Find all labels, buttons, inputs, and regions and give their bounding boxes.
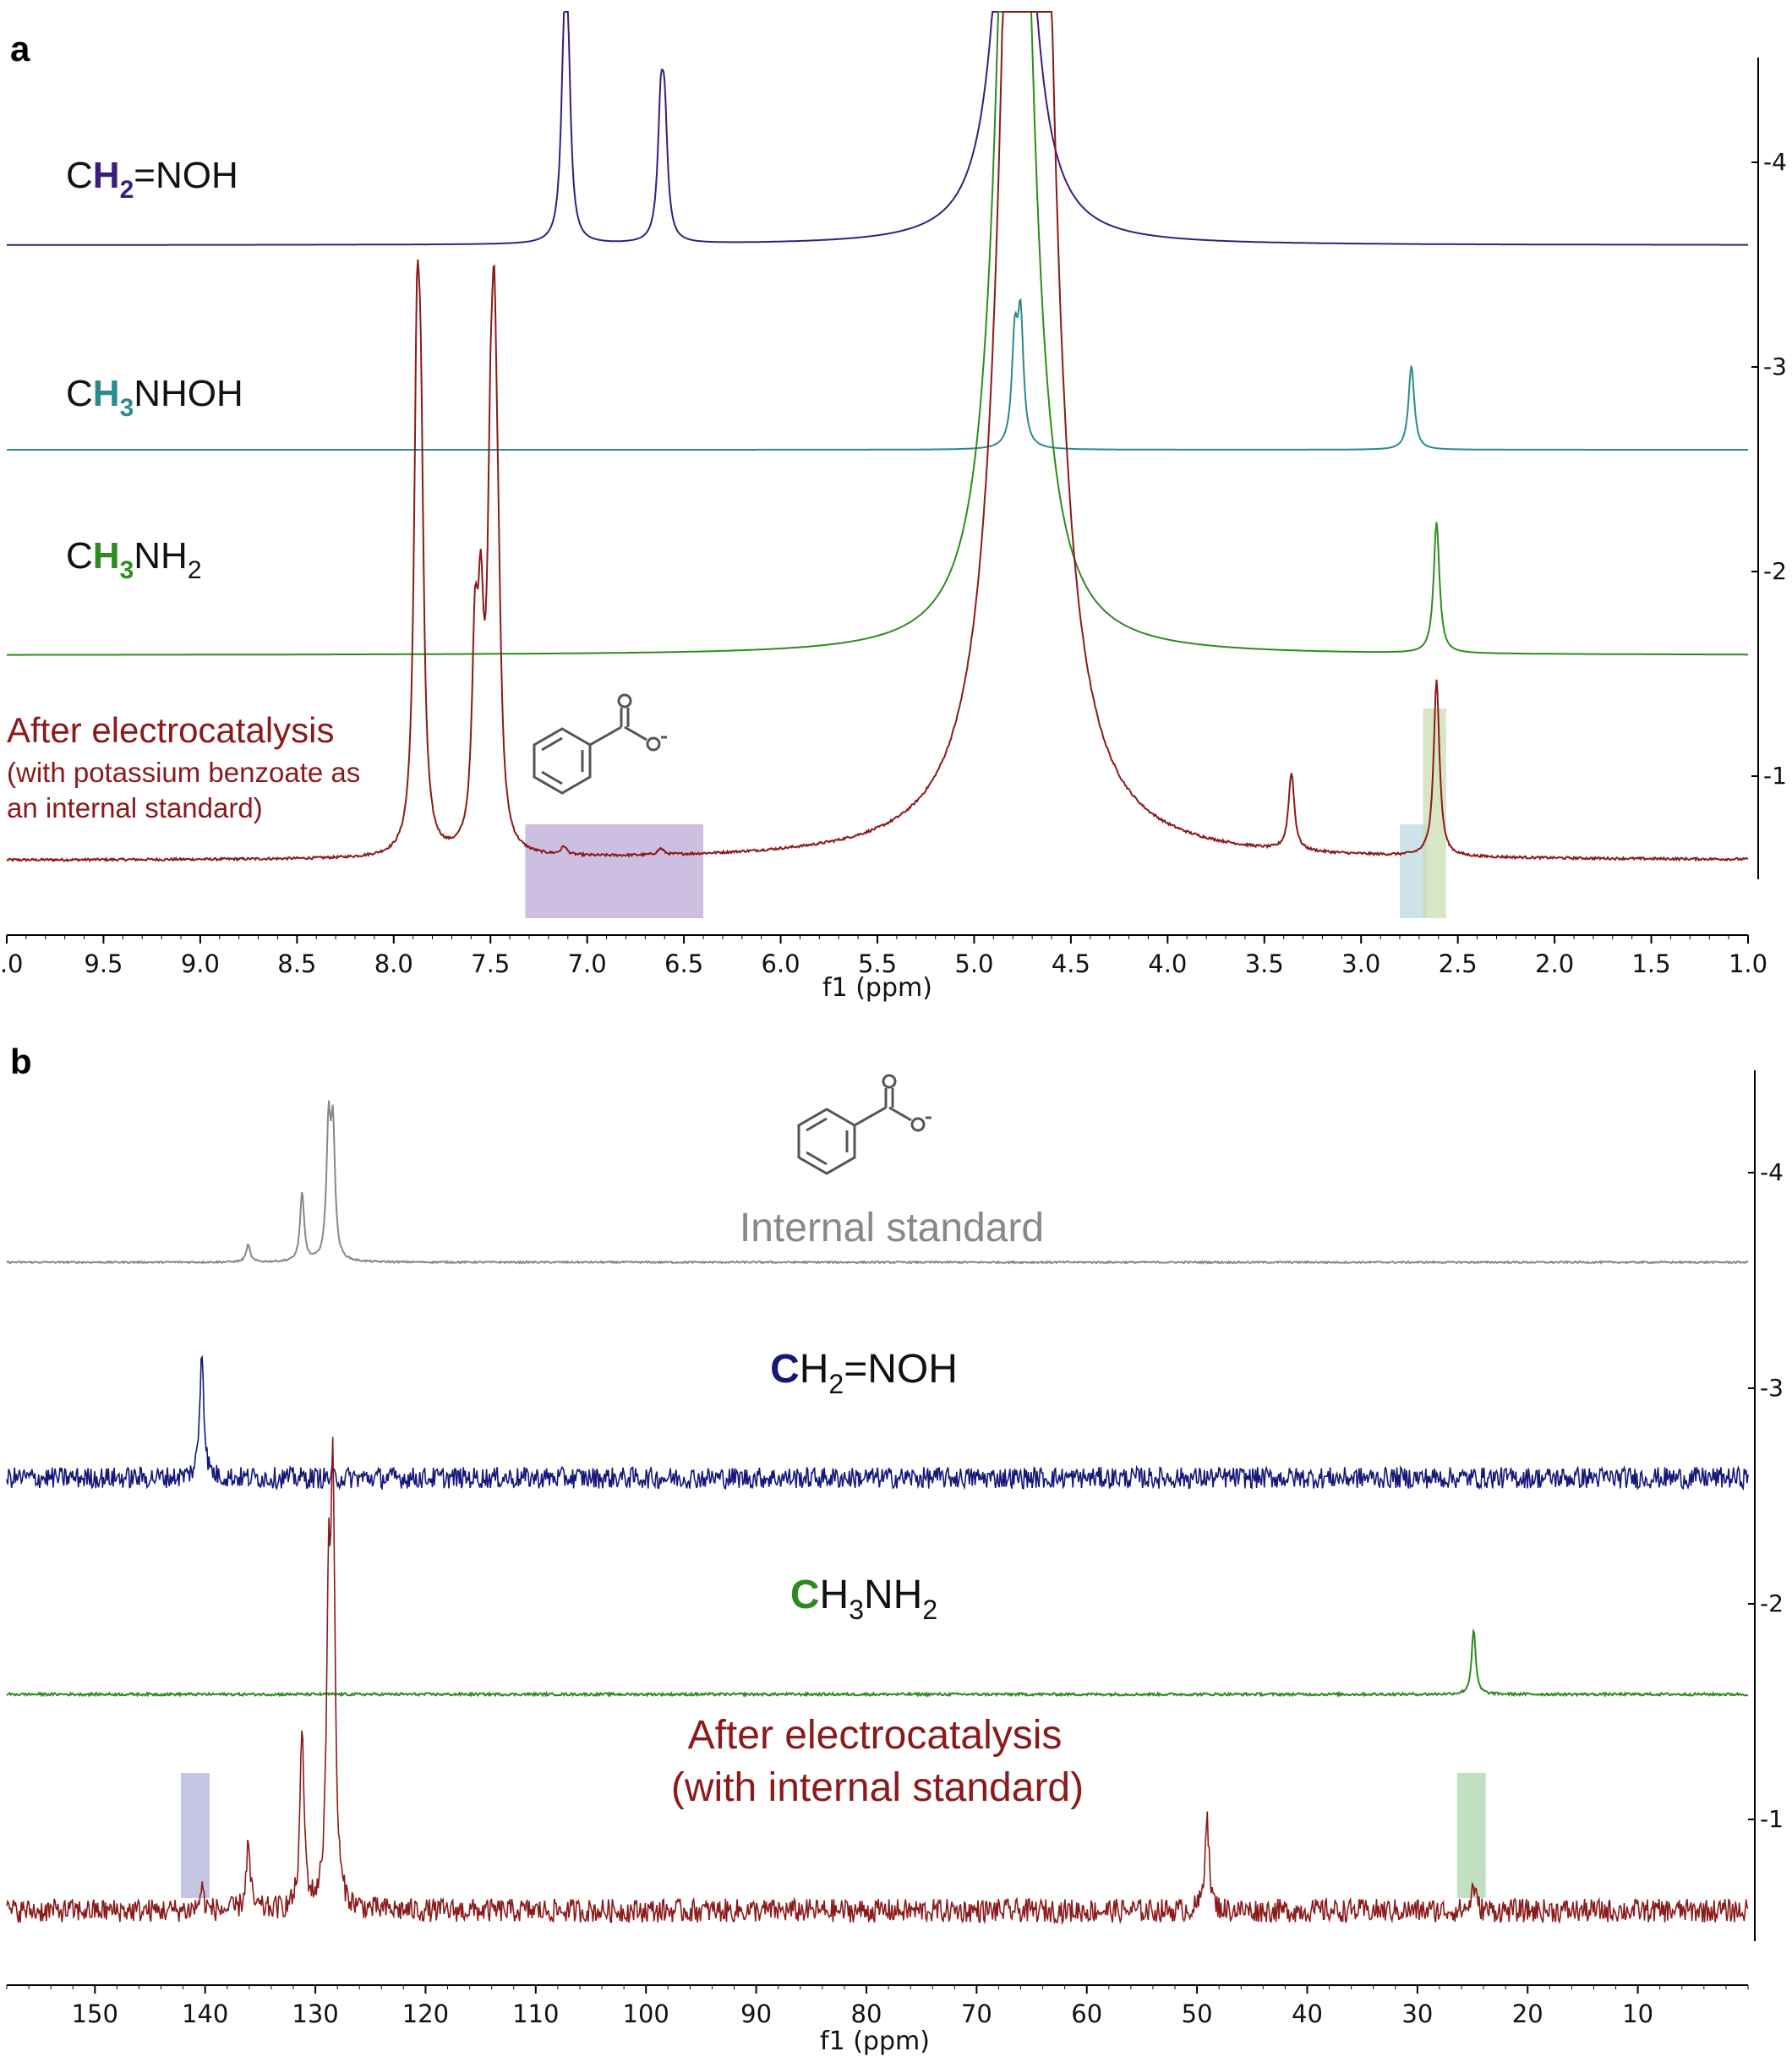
x-tick-label: 1.5	[1631, 949, 1670, 978]
x-tick-label: 8.5	[277, 949, 316, 978]
label-ch3nh2-b: CH3NH2	[790, 1573, 937, 1625]
label-internal-standard-b: Internal standard	[740, 1206, 1044, 1250]
x-tick-label: 8.0	[374, 949, 413, 978]
spectrum-trace	[7, 11, 1748, 656]
y-tick-label: -2	[1760, 1589, 1784, 1617]
x-tick-label: 2.0	[1535, 949, 1574, 978]
label-after-electrocatalysis-a: After electrocatalysis	[7, 710, 334, 750]
x-tick-label: 2.5	[1439, 949, 1478, 978]
label-after-electrocatalysis-a-line3: an internal standard)	[7, 792, 263, 823]
y-tick-label: -3	[1760, 1374, 1784, 1402]
x-tick-label: 9.5	[84, 949, 123, 978]
x-tick-label: 3.0	[1341, 949, 1380, 978]
label-after-electrocatalysis-a-line2: (with potassium benzoate as	[7, 757, 360, 788]
label-ch2noh-b: CH2=NOH	[770, 1347, 958, 1399]
highlight-region	[1456, 1773, 1486, 1898]
panel-b-highlights	[181, 1773, 1486, 1898]
panel-a-highlights	[525, 708, 1446, 918]
panel-b-label: b	[10, 1042, 32, 1081]
x-tick-label: 1.0	[1729, 949, 1767, 978]
x-tick-label: 7.5	[471, 949, 510, 978]
x-tick-label: 120	[402, 2000, 449, 2028]
y-tick-label: -4	[1763, 148, 1787, 176]
x-tick-label: 50	[1182, 2000, 1213, 2028]
label-ch2noh-a: CH2=NOH	[66, 155, 238, 204]
y-tick-label: -1	[1760, 1805, 1784, 1833]
panel-a-traces	[6, 11, 1749, 863]
x-tick-label: 10	[1622, 2000, 1653, 2028]
spectrum-trace	[7, 11, 1748, 246]
panel-a-x-axis-label: f1 (ppm)	[822, 973, 932, 1003]
spectrum-trace	[6, 1436, 1749, 1925]
y-tick-label: -3	[1763, 353, 1787, 380]
label-ch3nh2-a: CH3NH2	[66, 535, 202, 584]
x-tick-label: 3.5	[1245, 949, 1284, 978]
x-tick-label: 9.0	[181, 949, 220, 978]
y-tick-label: -1	[1763, 762, 1787, 790]
highlight-region	[1400, 824, 1428, 918]
x-tick-label: 70	[961, 2000, 992, 2028]
x-tick-label: 90	[740, 2000, 772, 2028]
panel-b-x-axis-label: f1 (ppm)	[820, 2027, 930, 2056]
y-tick-label: -2	[1763, 557, 1787, 585]
label-after-electrocatalysis-b-line2: (with internal standard)	[671, 1765, 1084, 1810]
spectrum-trace	[6, 11, 1749, 863]
spectrum-trace	[6, 1100, 1749, 1265]
x-tick-label: 40	[1292, 2000, 1323, 2028]
x-tick-label: 130	[292, 2000, 338, 2028]
x-tick-label: 5.0	[954, 949, 993, 978]
x-tick-label: 6.5	[664, 949, 703, 978]
panel-a-label: a	[10, 29, 30, 68]
x-tick-label: 20	[1512, 2000, 1543, 2028]
panel-b-y-ticks: -1 -2 -3 -4	[1748, 1158, 1784, 1833]
x-tick-label: 110	[512, 2000, 559, 2028]
x-tick-label: 80	[851, 2000, 882, 2028]
panel-a-x-ticks: ).0 9.5 9.0 8.5 8.0 7.5 7.0 6.5 6.0 5.5 5.0 4.5 4.0 3…	[0, 935, 1767, 978]
x-tick-label: 4.5	[1052, 949, 1090, 978]
x-tick-label: 4.0	[1148, 949, 1187, 978]
x-tick-label: 30	[1401, 2000, 1433, 2028]
x-tick-label: 60	[1071, 2000, 1102, 2028]
label-ch3nhoh-a: CH3NHOH	[66, 373, 243, 422]
x-tick-label: 7.0	[568, 949, 607, 978]
panel-a: a CH2=NOH CH3NHOH CH3NH2 After electroca…	[0, 11, 1787, 1003]
x-tick-label: ).0	[0, 949, 23, 978]
panel-b: b Internal standard CH2=NOH CH3NH2 After…	[6, 1042, 1784, 2056]
spectrum-trace	[7, 298, 1748, 451]
panel-a-y-ticks: -1 -2 -3 -4	[1751, 148, 1787, 790]
label-after-electrocatalysis-b: After electrocatalysis	[688, 1713, 1063, 1758]
spectrum-trace	[6, 1354, 1749, 1491]
spectrum-trace	[6, 1628, 1749, 1699]
x-tick-label: 6.0	[761, 949, 800, 978]
x-tick-label: 100	[623, 2000, 669, 2028]
highlight-region	[525, 824, 703, 918]
x-tick-label: 150	[72, 2000, 118, 2028]
panel-b-traces	[6, 1100, 1749, 1925]
benzoate-structure-icon	[533, 693, 667, 795]
y-tick-label: -4	[1760, 1158, 1784, 1186]
highlight-region	[181, 1773, 210, 1898]
benzoate-structure-icon	[797, 1074, 932, 1175]
x-tick-label: 140	[182, 2000, 228, 2028]
x-tick-label: 5.5	[858, 949, 897, 978]
panel-b-x-ticks: 150 140 130 120 110 100 90 80 70 60 50 40 30 20 10	[6, 1985, 1749, 2028]
